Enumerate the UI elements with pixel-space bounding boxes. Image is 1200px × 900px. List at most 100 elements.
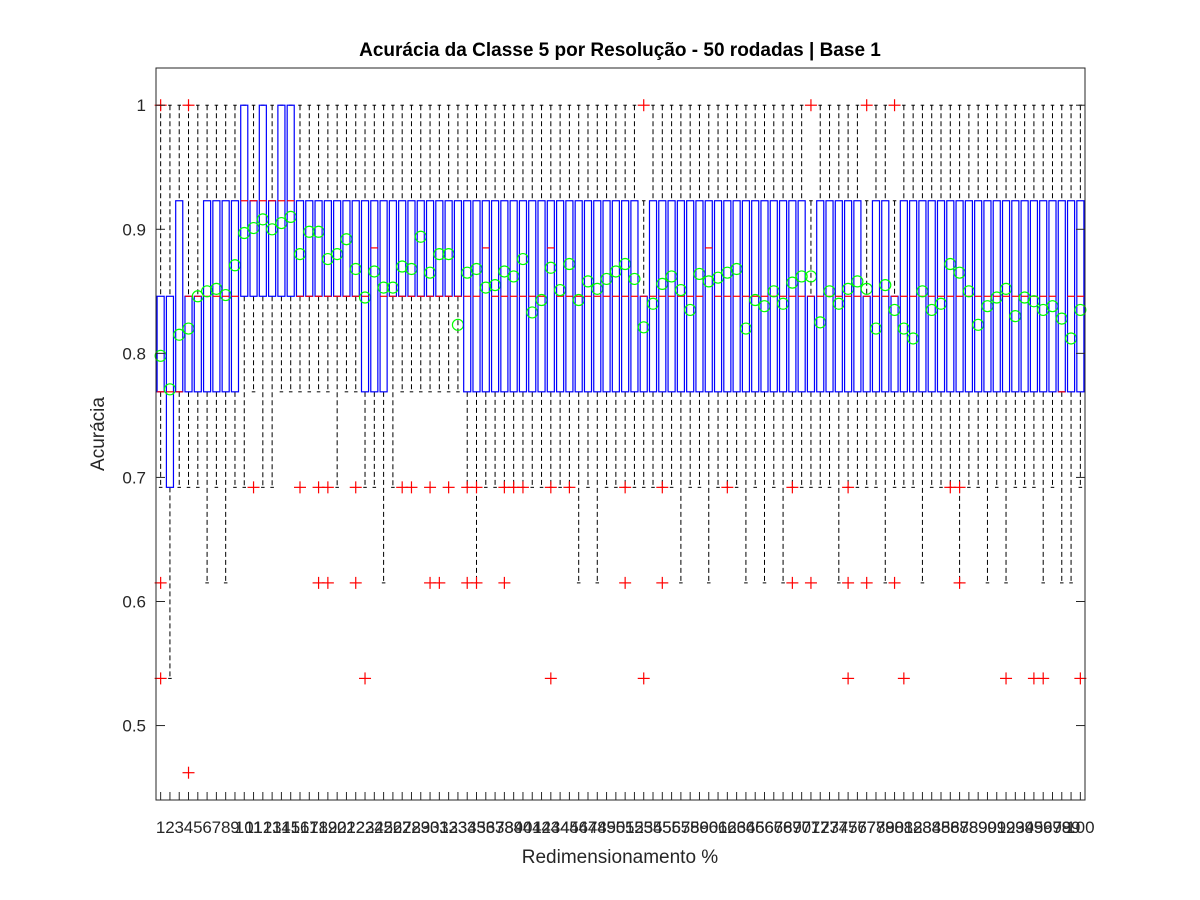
outlier-marker: [888, 576, 901, 589]
box-group-19: [321, 104, 334, 393]
box-group-28: [405, 104, 418, 393]
outlier-marker: [953, 576, 966, 589]
outlier-marker: [442, 481, 455, 494]
box-group-27: [396, 104, 409, 393]
x-tick-label: 12: [253, 818, 272, 837]
x-tick-label: 42: [532, 818, 551, 837]
outlier-marker: [888, 99, 901, 112]
x-tick-label: 31: [430, 818, 449, 837]
box-group-76: [851, 104, 864, 488]
x-tick-label: 48: [588, 818, 607, 837]
x-tick-label: 46: [569, 818, 588, 837]
box-group-68: [776, 104, 790, 584]
x-tick-label: 90: [978, 818, 997, 837]
outlier-marker: [470, 481, 483, 494]
x-tick-label: 93: [1006, 818, 1025, 837]
outlier-marker: [1000, 672, 1013, 685]
outlier-marker: [786, 481, 799, 494]
x-tick-label: 38: [495, 818, 514, 837]
x-tick-label: 25: [374, 818, 393, 837]
outlier-marker: [544, 481, 557, 494]
mean-marker: [795, 270, 808, 283]
mean-marker: [628, 272, 641, 286]
x-tick-label: 13: [263, 818, 282, 837]
x-tick-label: 76: [848, 818, 867, 837]
x-tick-label: 83: [913, 818, 932, 837]
box-group-22: [349, 104, 362, 393]
outlier-marker: [1037, 672, 1050, 685]
outlier-marker: [154, 672, 167, 685]
box-group-82: [907, 104, 920, 488]
outlier-marker: [154, 576, 167, 589]
x-tick-label: 17: [300, 818, 319, 837]
x-tick-label: 37: [486, 818, 505, 837]
outlier-marker: [405, 481, 418, 494]
x-tick-label: 84: [922, 818, 941, 837]
outlier-marker: [656, 576, 669, 589]
outlier-marker: [498, 576, 511, 589]
x-tick-label: 81: [894, 818, 913, 837]
x-tick-label: 61: [709, 818, 728, 837]
x-tick-label: 55: [653, 818, 672, 837]
x-tick-label: 10: [235, 818, 254, 837]
x-tick-label: 44: [551, 818, 570, 837]
outlier-marker: [842, 576, 855, 589]
outlier-marker: [470, 576, 483, 589]
outlier-marker: [321, 576, 334, 589]
outlier-marker: [182, 99, 195, 112]
x-tick-label: 24: [365, 818, 384, 837]
x-tick-label: 73: [820, 818, 839, 837]
x-tick-label: 69: [783, 818, 802, 837]
box: [704, 200, 713, 393]
x-tick-label: 9: [230, 818, 239, 837]
x-tick-label: 92: [997, 818, 1016, 837]
x-tick-label: 56: [662, 818, 681, 837]
outlier-marker: [953, 481, 966, 494]
x-tick-label: 60: [699, 818, 718, 837]
y-axis-ticks: 0.5 0.6 0.7 0.8 0.9 1: [122, 96, 1085, 736]
outlier-marker: [721, 481, 734, 494]
outlier-marker: [786, 576, 799, 589]
outlier-marker: [619, 576, 632, 589]
y-tick-label: 0.5: [122, 717, 146, 736]
x-tick-label: 59: [690, 818, 709, 837]
x-tick-label: 15: [281, 818, 300, 837]
outlier-marker: [860, 99, 873, 112]
x-tick-label: 67: [764, 818, 783, 837]
x-tick-label: 91: [987, 818, 1006, 837]
x-tick-label: 3: [174, 818, 183, 837]
mean-marker: [851, 275, 864, 288]
x-tick-label: 74: [829, 818, 848, 837]
box-group-12: [256, 104, 269, 488]
x-tick-label: 65: [746, 818, 765, 837]
box-group-11: [247, 104, 260, 393]
box-group-70: [795, 104, 808, 488]
x-tick-label: 75: [839, 818, 858, 837]
x-tick-label: 79: [876, 818, 895, 837]
box-group-42: [535, 104, 548, 488]
outlier-marker: [563, 481, 576, 494]
x-tick-label: 99: [1062, 818, 1081, 837]
x-tick-label: 4: [184, 818, 193, 837]
x-tick-label: 88: [959, 818, 978, 837]
x-tick-label: 40: [513, 818, 532, 837]
plot-data-layer: [154, 99, 1087, 779]
outlier-marker: [619, 481, 632, 494]
x-tick-label: 23: [356, 818, 375, 837]
x-tick-label: 33: [448, 818, 467, 837]
x-tick-label: 85: [932, 818, 951, 837]
x-tick-label: 26: [383, 818, 402, 837]
x-tick-label: 16: [291, 818, 310, 837]
x-tick-label: 66: [755, 818, 774, 837]
box-group-34: [461, 104, 474, 488]
x-tick-label: 51: [616, 818, 635, 837]
x-tick-label: 100: [1066, 818, 1094, 837]
x-tick-label: 8: [221, 818, 230, 837]
box-group-26: [386, 104, 399, 488]
x-tick-label: 80: [885, 818, 904, 837]
outlier-marker: [424, 481, 437, 494]
x-tick-label: 47: [579, 818, 598, 837]
x-tick-label: 19: [318, 818, 337, 837]
box-group-14: [275, 104, 288, 393]
box: [481, 200, 490, 393]
